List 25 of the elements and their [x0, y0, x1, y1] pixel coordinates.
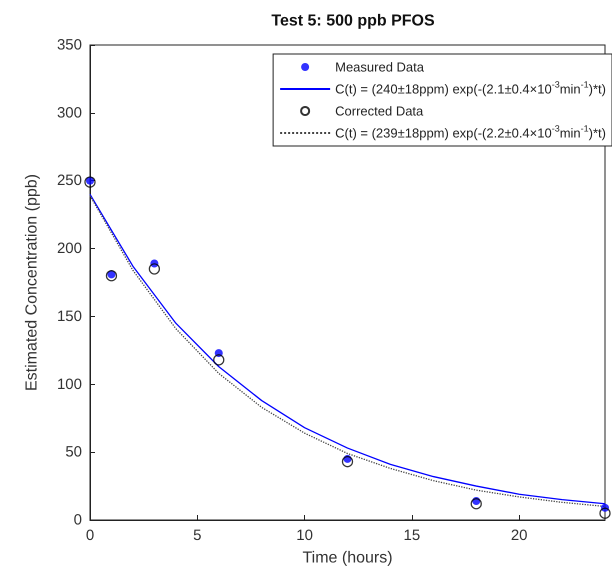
- chart-title: Test 5: 500 ppb PFOS: [271, 12, 435, 30]
- y-tick-label: 100: [56, 376, 82, 393]
- y-tick-label: 250: [56, 172, 82, 190]
- legend-label: Corrected Data: [335, 104, 424, 118]
- y-tick-label: 0: [74, 512, 82, 528]
- y-tick-label: 50: [65, 444, 82, 461]
- legend-label: Measured Data: [335, 60, 425, 74]
- x-axis-title: Time (hours): [302, 550, 393, 566]
- point: [213, 354, 224, 366]
- x-tick-label: 0: [86, 527, 94, 544]
- x-tick-label: 10: [296, 527, 313, 544]
- point: [342, 456, 354, 468]
- point: [470, 498, 482, 510]
- y-axis-title: Estimated Concentration (ppb): [24, 174, 40, 391]
- x-tick-label: 5: [193, 527, 202, 544]
- y-tick-label: 150: [56, 308, 82, 325]
- y-tick-label: 350: [56, 36, 82, 54]
- y-tick-label: 300: [56, 104, 82, 122]
- y-tick-label: 200: [56, 240, 82, 258]
- point: [106, 270, 118, 282]
- x-tick-label: 20: [510, 527, 528, 544]
- point: [599, 508, 611, 519]
- point: [84, 176, 96, 188]
- x-tick-label: 15: [404, 527, 420, 544]
- point: [148, 263, 160, 275]
